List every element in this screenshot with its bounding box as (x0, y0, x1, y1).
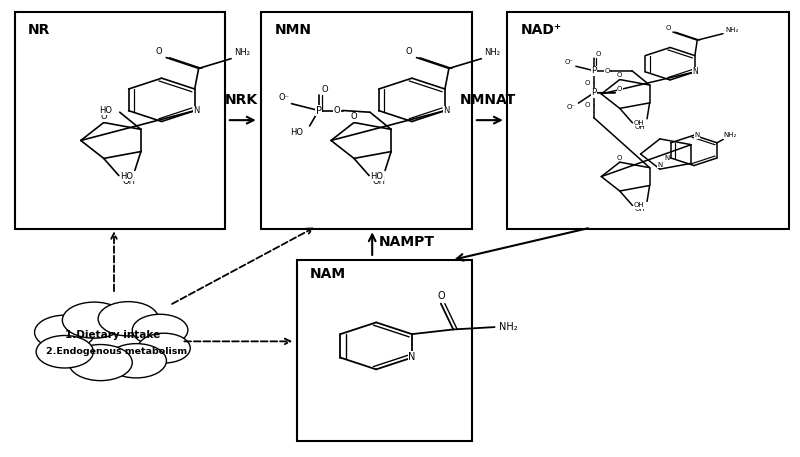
Text: N: N (694, 132, 700, 138)
Text: NH₂: NH₂ (723, 132, 737, 138)
Circle shape (34, 315, 95, 350)
Circle shape (36, 335, 94, 368)
Text: O: O (595, 51, 601, 57)
Circle shape (98, 302, 158, 336)
Circle shape (69, 345, 132, 381)
Circle shape (138, 333, 190, 363)
Text: O: O (584, 102, 590, 108)
Text: O: O (437, 292, 445, 301)
Text: NR: NR (28, 23, 50, 37)
Text: N: N (443, 106, 450, 115)
Text: P: P (591, 89, 596, 97)
Text: N: N (692, 67, 698, 76)
Circle shape (132, 314, 188, 346)
Text: 2.Endogenous metabolism: 2.Endogenous metabolism (46, 347, 187, 356)
Text: P: P (316, 106, 322, 116)
Text: O: O (406, 47, 413, 56)
Text: OH: OH (372, 177, 386, 186)
Text: NMN: NMN (274, 23, 311, 37)
Text: O: O (321, 85, 328, 94)
Text: NH₂: NH₂ (234, 48, 250, 57)
Text: HO: HO (120, 172, 134, 181)
Text: NH₂: NH₂ (498, 322, 517, 332)
Text: OH: OH (635, 207, 646, 213)
Text: NAM: NAM (310, 267, 346, 281)
Text: OH: OH (635, 124, 646, 130)
Text: O: O (617, 86, 622, 92)
Text: O: O (334, 106, 341, 115)
Text: HO: HO (98, 106, 112, 115)
Text: N: N (658, 162, 662, 168)
Text: O: O (350, 112, 358, 121)
Text: O: O (665, 25, 670, 31)
Text: OH: OH (122, 177, 135, 186)
Text: O⁻: O⁻ (278, 93, 289, 102)
Text: OH: OH (634, 120, 645, 126)
Text: NAMPT: NAMPT (378, 235, 434, 249)
Text: O: O (605, 68, 610, 74)
Text: O: O (101, 112, 107, 121)
Text: O⁻: O⁻ (567, 105, 576, 111)
Text: N: N (665, 155, 670, 161)
Text: P: P (591, 66, 596, 75)
Text: O⁻: O⁻ (564, 59, 574, 65)
Circle shape (106, 344, 166, 378)
Text: OH: OH (634, 202, 645, 208)
Text: HO: HO (290, 128, 303, 137)
Text: O: O (617, 155, 622, 161)
Text: NRK: NRK (225, 93, 258, 106)
Text: O: O (584, 80, 590, 86)
Text: N: N (408, 352, 416, 361)
Text: NMNAT: NMNAT (459, 93, 515, 106)
Text: 1.Dietary intake: 1.Dietary intake (65, 330, 160, 340)
Text: HO: HO (370, 172, 383, 181)
Text: O: O (156, 47, 162, 56)
Circle shape (62, 302, 126, 338)
Text: O: O (617, 72, 622, 78)
Text: N: N (193, 106, 199, 115)
Text: NH₂: NH₂ (726, 27, 738, 33)
Text: NAD⁺: NAD⁺ (521, 23, 562, 37)
Text: NH₂: NH₂ (485, 48, 501, 57)
